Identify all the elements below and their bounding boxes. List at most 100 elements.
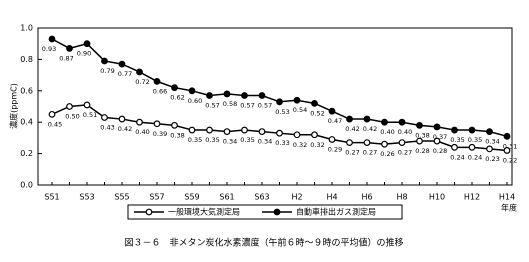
point xyxy=(118,60,126,68)
point xyxy=(171,84,178,92)
point xyxy=(486,128,493,136)
data-label: 0.27 xyxy=(363,149,377,157)
x-tick-label: S57 xyxy=(149,193,164,202)
point xyxy=(503,147,511,154)
data-label: 0.23 xyxy=(485,155,499,163)
point xyxy=(258,128,266,136)
point xyxy=(293,131,301,139)
y-tick-label: 0.4 xyxy=(20,118,33,127)
data-label: 0.38 xyxy=(415,131,429,139)
point xyxy=(503,132,511,140)
x-tick-label: S59 xyxy=(184,193,199,202)
x-tick-label: H12 xyxy=(464,193,480,202)
point xyxy=(241,92,248,99)
point xyxy=(433,123,441,131)
chart-title: 図３－６ 非メタン炭化水素濃度（午前６時～９時の平均値）の推移 xyxy=(124,237,403,249)
point xyxy=(311,131,318,139)
data-label: 0.42 xyxy=(118,125,132,133)
data-label: 0.50 xyxy=(65,113,79,121)
point xyxy=(83,40,91,48)
point xyxy=(136,118,143,126)
y-tick-label: 0.2 xyxy=(20,149,33,158)
data-label: 0.22 xyxy=(503,156,517,164)
point xyxy=(223,128,231,136)
point xyxy=(66,103,73,110)
data-label: 0.24 xyxy=(468,153,482,161)
data-label: 0.79 xyxy=(100,67,114,75)
data-label: 0.28 xyxy=(415,147,429,155)
point xyxy=(206,92,213,99)
legend-marker xyxy=(273,208,281,216)
point xyxy=(468,126,476,134)
point xyxy=(416,121,423,129)
data-label: 0.72 xyxy=(135,78,149,86)
data-label: 0.31 xyxy=(503,142,517,150)
data-label: 0.27 xyxy=(398,149,412,157)
data-label: 0.93 xyxy=(42,45,56,53)
point xyxy=(486,145,493,153)
point xyxy=(433,137,441,145)
data-label: 0.34 xyxy=(485,138,499,146)
data-label: 0.35 xyxy=(205,136,219,144)
data-label: 0.32 xyxy=(310,141,324,149)
data-label: 0.51 xyxy=(83,111,97,119)
data-label: 0.35 xyxy=(468,136,482,144)
x-tick-label: H14 xyxy=(499,193,515,202)
y-axis-label: 濃度(ppmC) xyxy=(9,83,19,129)
point xyxy=(258,92,266,99)
x-tick-label: H10 xyxy=(429,193,445,202)
data-label: 0.62 xyxy=(170,94,184,102)
data-label: 0.32 xyxy=(293,141,307,149)
data-label: 0.27 xyxy=(345,149,359,157)
plot-frame xyxy=(37,27,513,186)
data-label: 0.38 xyxy=(170,131,184,139)
x-tick-label: S53 xyxy=(79,193,94,202)
data-label: 0.54 xyxy=(293,106,307,114)
x-tick-label: H4 xyxy=(326,193,337,202)
y-tick-label: 0.6 xyxy=(20,86,33,95)
y-tick-label: 0.8 xyxy=(20,55,33,64)
point xyxy=(118,115,126,123)
point xyxy=(206,126,213,134)
point xyxy=(101,57,108,65)
point xyxy=(468,143,476,151)
data-label: 0.28 xyxy=(433,147,447,155)
data-label: 0.60 xyxy=(188,97,202,105)
data-label: 0.90 xyxy=(77,50,91,58)
point xyxy=(398,118,406,126)
legend-label: 自動車排出ガス測定局 xyxy=(296,207,376,217)
data-label: 0.45 xyxy=(48,120,62,128)
point xyxy=(346,139,353,147)
data-label: 0.35 xyxy=(450,136,464,144)
point xyxy=(311,99,318,107)
point xyxy=(136,68,143,76)
data-label: 0.26 xyxy=(380,150,394,158)
data-label: 0.66 xyxy=(153,87,167,95)
point xyxy=(241,126,248,134)
x-tick-label: S63 xyxy=(254,193,269,202)
x-tick-label: S51 xyxy=(44,193,59,202)
data-label: 0.40 xyxy=(380,128,394,136)
point xyxy=(276,129,283,137)
point xyxy=(363,139,371,147)
point xyxy=(416,137,423,145)
point xyxy=(381,140,388,148)
data-label: 0.40 xyxy=(135,128,149,136)
data-label: 0.33 xyxy=(275,139,289,147)
x-tick-label: S55 xyxy=(114,193,129,202)
data-label: 0.57 xyxy=(258,102,272,110)
data-label: 0.87 xyxy=(59,54,73,62)
data-label: 0.34 xyxy=(258,138,272,146)
point xyxy=(346,115,353,123)
point xyxy=(276,98,283,106)
data-label: 0.42 xyxy=(363,125,377,133)
data-label: 0.29 xyxy=(328,145,342,153)
point xyxy=(153,120,161,128)
data-label: 0.43 xyxy=(100,123,114,131)
point xyxy=(101,114,108,121)
data-label: 0.52 xyxy=(310,109,324,117)
data-label: 0.34 xyxy=(223,138,237,146)
data-label: 0.35 xyxy=(188,136,202,144)
point xyxy=(171,121,178,129)
